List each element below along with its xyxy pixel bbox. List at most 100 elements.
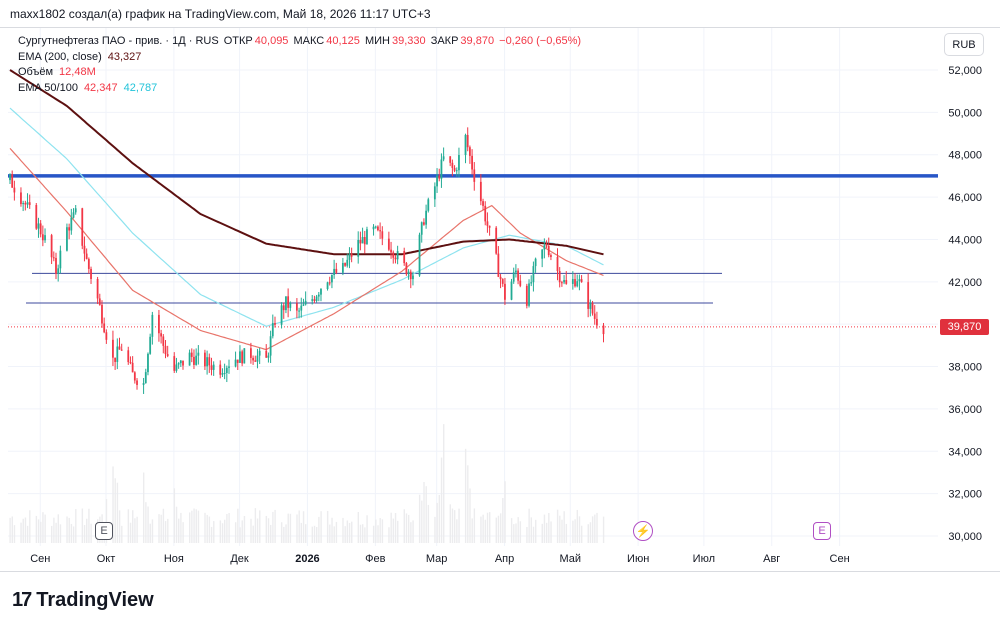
y-tick-label: 42,000: [948, 277, 982, 289]
legend-low-value: 39,330: [391, 35, 426, 47]
legend-ema200-row[interactable]: EMA (200, close) 43,327: [18, 50, 583, 66]
volume-bar: [51, 525, 53, 543]
x-tick-label: Июн: [627, 553, 649, 565]
candle-body: [304, 300, 307, 305]
volume-bar: [224, 519, 226, 543]
candle-body: [212, 364, 215, 370]
volume-bar: [545, 522, 548, 543]
volume-bar: [66, 516, 68, 543]
volume-bar: [333, 526, 335, 543]
volume-bar: [127, 509, 130, 543]
candle-body: [357, 239, 360, 257]
candle-body: [341, 263, 344, 273]
candle-body: [90, 268, 92, 280]
volume-bar: [55, 522, 57, 543]
y-tick-label: 30,000: [948, 531, 982, 543]
candle-body: [407, 271, 410, 275]
candles-layer: [9, 127, 605, 394]
volume-bar: [344, 526, 346, 543]
x-tick-label: 2026: [295, 553, 319, 565]
volume-bar: [316, 526, 318, 543]
volume-bar: [20, 522, 22, 543]
candle-body: [206, 357, 208, 367]
candle-body: [37, 223, 40, 229]
legend-volume-row[interactable]: Объём 12,48M: [18, 65, 583, 81]
legend-ema50100-row[interactable]: EMA 50/100 42,347 42,787: [18, 81, 583, 97]
candle-body: [387, 238, 390, 250]
candle-body: [208, 357, 211, 366]
candle-body: [234, 359, 237, 367]
candle-body: [560, 282, 563, 284]
chart-frame: [0, 27, 1000, 572]
grid-layer: [8, 28, 938, 546]
legend-ema200-value: 43,327: [107, 50, 142, 63]
candle-body: [484, 205, 487, 222]
legend-volume-value: 12,48M: [59, 66, 96, 78]
volume-bar: [256, 518, 259, 543]
volume-bar: [342, 517, 344, 543]
candle-body: [116, 346, 119, 362]
candle-body: [317, 294, 320, 297]
volume-bar: [289, 513, 292, 543]
volume-bar: [265, 515, 268, 543]
candle-body: [541, 249, 544, 259]
volume-bar: [270, 524, 272, 543]
legend-high-label: МАКС: [293, 35, 325, 47]
candle-body: [482, 201, 484, 206]
earnings-past-icon[interactable]: E: [95, 522, 113, 540]
volume-bar: [348, 522, 351, 543]
volume-bar: [331, 517, 333, 543]
candle-body: [394, 257, 397, 260]
candle-body: [219, 364, 222, 375]
volume-bar: [438, 494, 441, 543]
candle-body: [363, 237, 366, 245]
volume-bar: [394, 512, 397, 543]
volume-bar: [499, 513, 502, 543]
volume-bar: [510, 518, 513, 543]
candle-body: [44, 235, 46, 241]
legend-symbol[interactable]: Сургутнефтегаз ПАО - прив. · 1Д · RUS: [18, 35, 219, 47]
candle-body: [488, 225, 491, 228]
candle-body: [326, 282, 329, 290]
candle-body: [147, 353, 149, 373]
y-tick-label: 52,000: [948, 65, 982, 77]
currency-button[interactable]: RUB: [944, 33, 984, 56]
candle-body: [412, 275, 414, 280]
candle-body: [142, 383, 145, 385]
candle-body: [250, 348, 252, 358]
candle-body: [265, 350, 268, 358]
candle-body: [85, 253, 88, 259]
volume-bar: [418, 494, 421, 543]
candle-body: [101, 304, 103, 324]
candle-body: [52, 257, 55, 259]
tradingview-brand[interactable]: 17 TradingView: [12, 589, 154, 612]
volume-bar: [195, 509, 197, 543]
candle-body: [269, 336, 272, 356]
candle-body: [59, 250, 62, 269]
candle-body: [405, 263, 408, 275]
candle-body: [377, 226, 379, 231]
candle-body: [591, 303, 594, 314]
candle-body: [302, 304, 305, 306]
candle-body: [392, 252, 395, 258]
volume-bar: [381, 519, 384, 543]
candle-body: [295, 303, 298, 311]
volume-bar: [361, 524, 364, 543]
volume-bar: [274, 509, 276, 543]
volume-bar: [44, 514, 46, 543]
candle-body: [267, 355, 270, 358]
volume-bar: [484, 519, 487, 543]
volume-bar: [449, 504, 451, 543]
candle-body: [256, 355, 259, 362]
candle-body: [545, 245, 548, 247]
lightning-event-icon[interactable]: ⚡: [633, 521, 653, 541]
volume-bar: [272, 511, 274, 543]
candle-body: [190, 352, 193, 357]
volume-bar: [412, 520, 414, 543]
earnings-upcoming-icon[interactable]: E: [813, 522, 831, 540]
candle-body: [504, 283, 506, 300]
volume-bar: [259, 510, 261, 543]
ema50-line: [9, 147, 604, 351]
volume-bar: [379, 518, 381, 543]
